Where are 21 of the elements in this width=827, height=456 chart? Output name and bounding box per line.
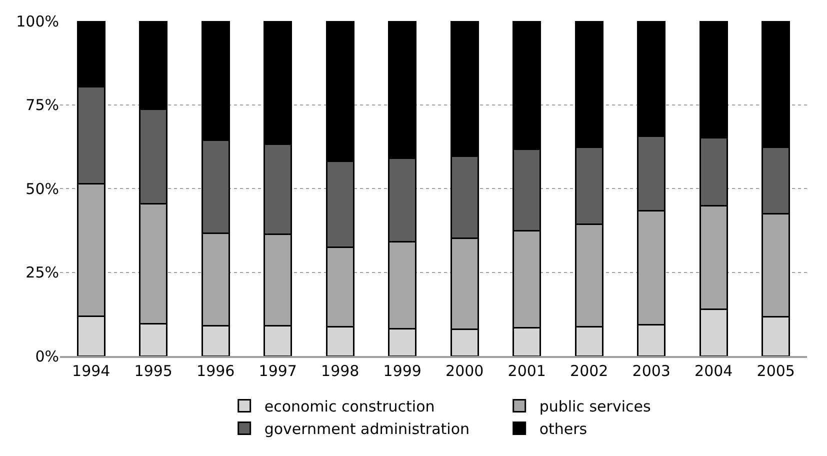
x-tick-label: 2002 [570,362,608,380]
x-tick-label: 2004 [694,362,733,380]
y-tick-label: 50% [26,180,59,198]
x-tick-label: 1994 [72,362,110,380]
legend-label: public services [539,398,651,416]
legend-label: others [539,420,588,438]
legend-label: government administration [264,420,470,438]
x-tick-label: 1995 [134,362,172,380]
y-tick-label: 0% [35,347,59,366]
x-tick-label: 1997 [258,362,297,380]
y-tick-label: 100% [16,12,59,30]
x-tick-label: 1999 [383,362,422,380]
x-tick-label: 2000 [446,362,484,380]
legend-label: economic construction [264,398,435,416]
y-tick-label: 25% [26,264,59,282]
x-tick-label: 1996 [196,362,235,380]
x-tick-label: 1998 [321,362,360,380]
x-tick-label: 2005 [756,362,795,380]
y-tick-label: 75% [26,96,59,114]
x-tick-label: 2003 [632,362,670,380]
x-tick-label: 2001 [508,362,546,380]
